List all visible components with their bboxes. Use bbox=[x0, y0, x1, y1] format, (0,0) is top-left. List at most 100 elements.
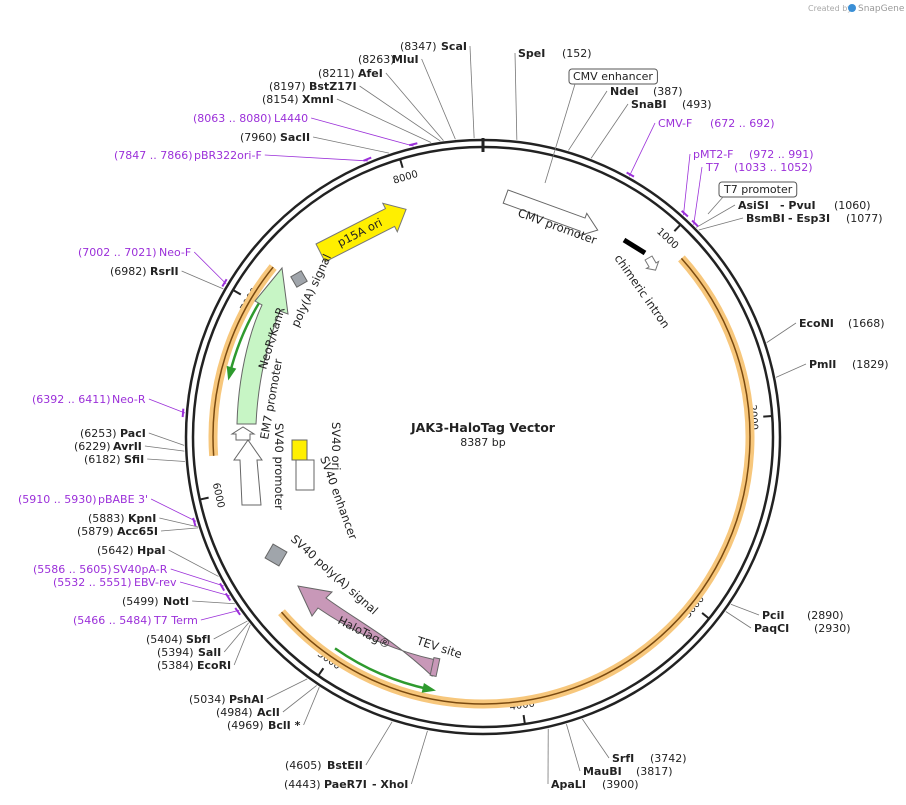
primer-name: pBABE 3' bbox=[98, 493, 148, 506]
feature-box-text: T7 promoter bbox=[723, 183, 793, 196]
site-position: (8154) bbox=[262, 93, 299, 106]
orf-arrowhead bbox=[421, 683, 436, 693]
label-connector bbox=[336, 98, 432, 143]
brand-icon bbox=[848, 4, 856, 12]
site-position: (4969) bbox=[227, 719, 264, 732]
site-position: (8197) bbox=[269, 80, 306, 93]
primer-range: (1033 .. 1052) bbox=[734, 161, 813, 174]
site-position: (4443) bbox=[284, 778, 321, 791]
site-name: KpnI bbox=[128, 512, 156, 525]
site-position: (8263) bbox=[358, 53, 395, 66]
site-label: BsmBI - Esp3I (1077) bbox=[746, 212, 883, 225]
site-position: (2890) bbox=[807, 609, 844, 622]
label-connector bbox=[385, 72, 444, 141]
label-connector bbox=[566, 724, 581, 772]
primer-name: CMV-F bbox=[658, 117, 692, 130]
primer-mark bbox=[408, 142, 418, 147]
site-name: NdeI bbox=[610, 85, 639, 98]
site-label: SalI (5394) bbox=[157, 646, 221, 659]
site-name2: - Esp3I bbox=[788, 212, 830, 225]
site-position: (5499) bbox=[122, 595, 159, 608]
site-label: PaqCI (2930) bbox=[754, 622, 851, 635]
feature-label: poly(A) signal bbox=[288, 252, 334, 329]
site-name: SalI bbox=[198, 646, 221, 659]
site-name: SfiI bbox=[124, 453, 144, 466]
primer-mark bbox=[181, 408, 185, 418]
primer-range: (672 .. 692) bbox=[710, 117, 775, 130]
primer-range: (6392 .. 6411) bbox=[32, 393, 111, 406]
orf-line bbox=[280, 257, 751, 705]
label-connector bbox=[147, 458, 186, 462]
labels: ScaI(8347)MluI(8263)AfeI(8211)BstZ17I(81… bbox=[18, 40, 889, 791]
feature-label: chimeric intron bbox=[612, 252, 673, 331]
site-position: (6182) bbox=[84, 453, 121, 466]
primer-mark bbox=[626, 171, 635, 178]
label-connector bbox=[469, 45, 475, 139]
site-label: XmnI(8154) bbox=[262, 93, 334, 106]
site-name: AvrII bbox=[113, 440, 142, 453]
label-connector bbox=[150, 498, 197, 522]
ring-tick bbox=[673, 223, 682, 232]
label-connector bbox=[410, 730, 428, 785]
feature-label: SV40 promoter bbox=[272, 423, 286, 510]
feature-box-label: T7 promoter bbox=[718, 181, 798, 198]
feature-box-label: CMV enhancer bbox=[568, 68, 658, 85]
site-label: BclI * (4969) bbox=[227, 719, 301, 732]
primer-name: Neo-F bbox=[159, 246, 191, 259]
site-position: (5384) bbox=[157, 659, 194, 672]
primer-mark bbox=[192, 517, 197, 527]
primer-name: EBV-rev bbox=[134, 576, 177, 589]
site-name: AclI bbox=[257, 706, 280, 719]
label-connector bbox=[266, 678, 308, 700]
site-label: SpeI (152) bbox=[518, 47, 592, 60]
primer-mark bbox=[219, 582, 226, 592]
label-connector bbox=[544, 83, 576, 184]
site-name: ScaI bbox=[441, 40, 467, 53]
label-connector bbox=[775, 363, 807, 378]
label-connector bbox=[159, 517, 198, 528]
label-connector bbox=[223, 622, 249, 653]
sv40-enhancer-box bbox=[295, 459, 315, 491]
site-label: MluI(8263) bbox=[358, 53, 419, 66]
site-name: EcoNI bbox=[799, 317, 834, 330]
site-name: RsrII bbox=[150, 265, 179, 278]
feature-box bbox=[718, 181, 798, 198]
site-name2: - XhoI bbox=[372, 778, 408, 791]
site-label: ScaI (8347) bbox=[400, 40, 467, 53]
label-connector bbox=[568, 90, 608, 151]
label-connector bbox=[193, 251, 227, 285]
site-position: (1668) bbox=[848, 317, 885, 330]
site-name: HpaI bbox=[137, 544, 166, 557]
label-connector bbox=[581, 718, 610, 759]
orf-arcs bbox=[208, 255, 755, 709]
feature-box-text: CMV enhancer bbox=[573, 70, 653, 83]
ring-tick bbox=[701, 612, 710, 620]
primer-label: EBV-rev(5532 .. 5551) bbox=[53, 576, 177, 589]
cmv-promoter-arrow bbox=[502, 189, 599, 237]
site-position: (3900) bbox=[602, 778, 639, 791]
ring-tick bbox=[232, 289, 242, 296]
label-connector bbox=[170, 568, 224, 587]
site-position: (6982) bbox=[110, 265, 147, 278]
site-label: AclI (4984) bbox=[216, 706, 280, 719]
label-connector bbox=[696, 204, 736, 228]
label-connector bbox=[628, 122, 656, 177]
ring-tick bbox=[763, 415, 773, 418]
primer-range: (5532 .. 5551) bbox=[53, 576, 132, 589]
site-label: EcoRI(5384) bbox=[157, 659, 231, 672]
site-name: PaeR7I bbox=[324, 778, 367, 791]
sv40-polya-box bbox=[264, 543, 288, 567]
site-label: PmlI (1829) bbox=[809, 358, 889, 371]
ring-tick bbox=[199, 496, 209, 501]
p15a-ori-arrow bbox=[315, 202, 407, 263]
label-connector bbox=[725, 611, 752, 629]
site-position: (3817) bbox=[636, 765, 673, 778]
label-connector bbox=[693, 166, 703, 225]
site-name: PshAI bbox=[229, 693, 264, 706]
label-connector bbox=[264, 154, 369, 162]
label-connector bbox=[590, 103, 629, 159]
site-name: SpeI bbox=[518, 47, 545, 60]
ring-tick bbox=[522, 714, 526, 725]
primer-range: (7002 .. 7021) bbox=[78, 246, 157, 259]
